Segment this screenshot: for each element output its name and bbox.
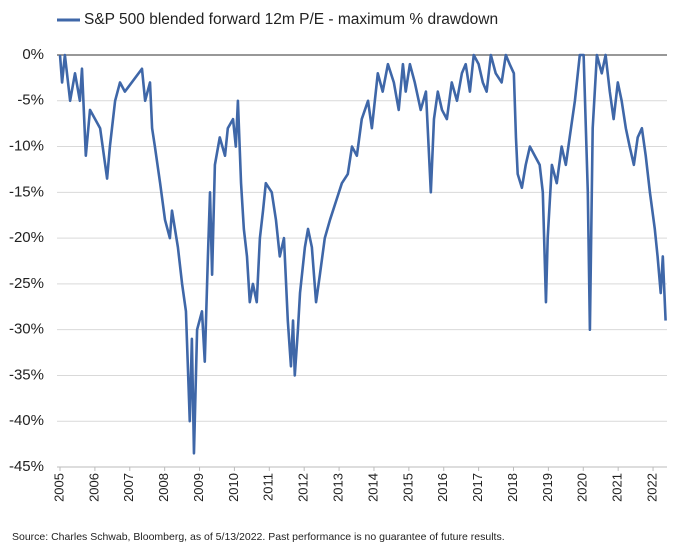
y-tick-label: -45%	[9, 458, 44, 475]
x-tick-label: 2008	[156, 473, 171, 502]
x-tick-label: 2021	[610, 473, 625, 502]
y-tick-label: -20%	[9, 229, 44, 246]
x-tick-label: 2016	[435, 473, 450, 502]
x-tick-label: 2022	[644, 473, 659, 502]
x-tick-label: 2015	[400, 473, 415, 502]
y-tick-label: -25%	[9, 275, 44, 292]
x-tick-label: 2017	[470, 473, 485, 502]
x-tick-label: 2007	[121, 473, 136, 502]
y-tick-label: -40%	[9, 412, 44, 429]
y-tick-label: -30%	[9, 321, 44, 338]
x-tick-label: 2013	[331, 473, 346, 502]
x-tick-label: 2014	[365, 473, 380, 502]
x-tick-label: 2020	[575, 473, 590, 502]
source-note: Source: Charles Schwab, Bloomberg, as of…	[12, 531, 505, 543]
y-tick-label: -35%	[9, 366, 44, 383]
data-line	[58, 53, 667, 455]
x-tick-label: 2018	[505, 473, 520, 502]
y-tick-label: -5%	[17, 92, 44, 109]
x-tick-label: 2019	[540, 473, 555, 502]
y-tick-label: 0%	[22, 46, 44, 63]
x-tick-label: 2009	[191, 473, 206, 502]
y-tick-label: -10%	[9, 138, 44, 155]
x-tick-label: 2006	[86, 473, 101, 502]
x-tick-label: 2012	[296, 473, 311, 502]
x-tick-label: 2011	[261, 473, 276, 501]
x-tick-label: 2010	[226, 473, 241, 502]
y-tick-label: -15%	[9, 183, 44, 200]
legend-label: S&P 500 blended forward 12m P/E - maximu…	[84, 11, 498, 28]
x-tick-label: 2005	[51, 473, 66, 502]
